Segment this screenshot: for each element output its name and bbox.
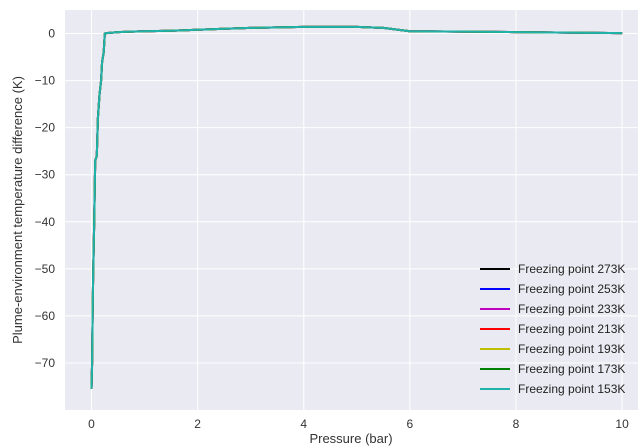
y-tick-label: −60 <box>35 309 56 323</box>
legend: Freezing point 273K Freezing point 253K Fr… <box>480 262 625 396</box>
x-tick-label: 10 <box>615 417 629 431</box>
y-tick-label: 0 <box>48 27 55 41</box>
grid <box>65 10 638 410</box>
legend-label: Freezing point 173K <box>518 362 625 376</box>
y-tick-label: −50 <box>35 262 56 276</box>
legend-label: Freezing point 153K <box>518 382 625 396</box>
legend-label: Freezing point 213K <box>518 322 625 336</box>
y-tick-label: −40 <box>35 215 56 229</box>
x-tick-label: 0 <box>88 417 95 431</box>
y-axis-label: Plume-environment temperature difference… <box>10 76 25 344</box>
y-tick-label: −10 <box>35 74 56 88</box>
legend-label: Freezing point 253K <box>518 282 625 296</box>
x-tick-label: 4 <box>300 417 307 431</box>
x-tick-label: 8 <box>513 417 520 431</box>
series-line <box>90 25 623 389</box>
x-axis-label: Pressure (bar) <box>309 431 392 446</box>
series-lines <box>90 25 623 389</box>
legend-label: Freezing point 193K <box>518 342 625 356</box>
legend-label: Freezing point 233K <box>518 302 625 316</box>
x-tick-label: 2 <box>194 417 201 431</box>
y-tick-label: −70 <box>35 356 56 370</box>
y-tick-label: −20 <box>35 121 56 135</box>
plot-background <box>65 10 638 410</box>
x-axis-ticks: 0 2 4 6 8 10 <box>88 417 629 431</box>
legend-label: Freezing point 273K <box>518 262 625 276</box>
x-tick-label: 6 <box>407 417 414 431</box>
y-tick-label: −30 <box>35 168 56 182</box>
y-axis-ticks: 0 −10 −20 −30 −40 −50 −60 −70 <box>35 27 56 370</box>
